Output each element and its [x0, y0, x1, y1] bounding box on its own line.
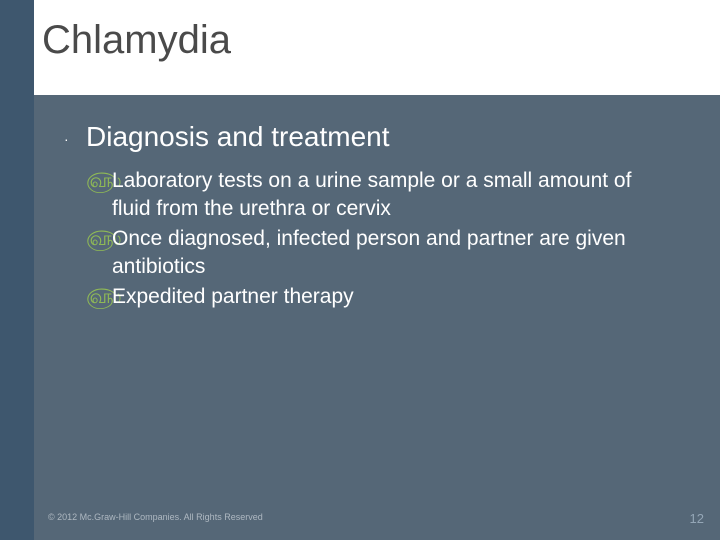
bullet-text: Expedited partner therapy — [112, 283, 354, 311]
slide-title: Chlamydia — [42, 18, 720, 63]
slide-right-area: Chlamydia · Diagnosis and treatment ௵ La… — [34, 0, 720, 540]
heading-row: · Diagnosis and treatment — [64, 121, 690, 157]
list-item: ௵ Laboratory tests on a urine sample or … — [64, 167, 690, 223]
list-item: ௵ Once diagnosed, infected person and pa… — [64, 225, 690, 281]
curl-bullet-icon: ௵ — [86, 167, 112, 195]
content-band: · Diagnosis and treatment ௵ Laboratory t… — [34, 95, 720, 540]
copyright-footer: © 2012 Mc.Graw-Hill Companies. All Right… — [48, 512, 263, 522]
page-number: 12 — [690, 511, 704, 526]
curl-bullet-icon: ௵ — [86, 283, 112, 311]
left-accent-band — [0, 0, 34, 540]
bullet-text: Once diagnosed, infected person and part… — [112, 225, 672, 281]
list-item: ௵ Expedited partner therapy — [64, 283, 690, 311]
bullet-text: Laboratory tests on a urine sample or a … — [112, 167, 672, 223]
title-band: Chlamydia — [34, 0, 720, 95]
heading-bullet-icon: · — [64, 121, 86, 157]
curl-bullet-icon: ௵ — [86, 225, 112, 253]
slide-heading: Diagnosis and treatment — [86, 121, 390, 153]
